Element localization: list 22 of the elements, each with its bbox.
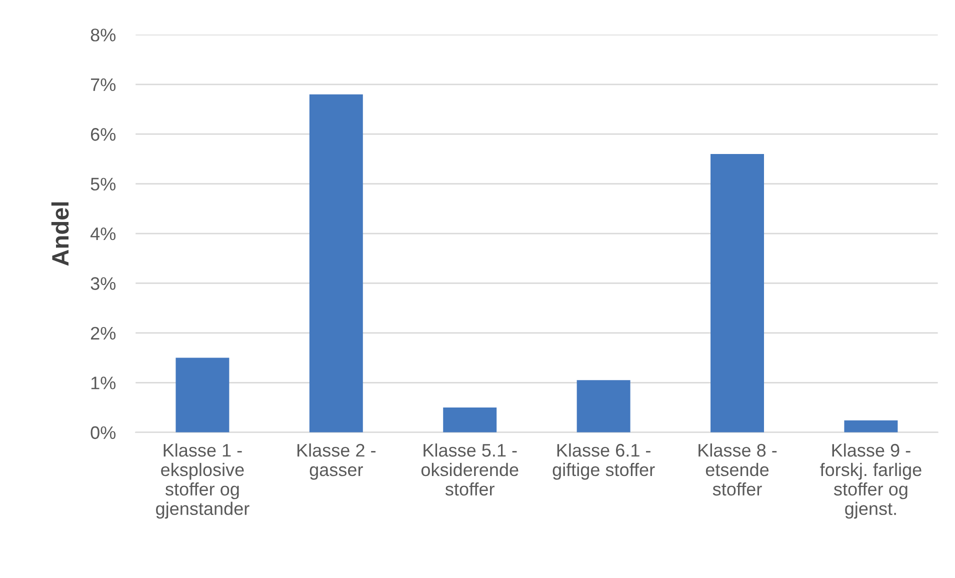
x-tick-label: Klasse 8 - etsende stoffer bbox=[698, 443, 777, 496]
bar bbox=[176, 358, 230, 432]
x-tick-label: Klasse 5.1 - oksiderende stoffer bbox=[421, 443, 518, 496]
y-tick-label: 3% bbox=[90, 277, 116, 290]
bar bbox=[710, 154, 764, 432]
y-tick-label: 8% bbox=[90, 28, 116, 42]
bar bbox=[844, 420, 898, 432]
y-tick-label: 5% bbox=[90, 178, 116, 191]
y-tick-label: 6% bbox=[90, 128, 116, 141]
y-tick-label: 1% bbox=[91, 376, 116, 390]
y-tick-label: 7% bbox=[90, 78, 116, 92]
y-tick-label: 0% bbox=[90, 426, 116, 440]
y-tick-label: 4% bbox=[90, 228, 116, 240]
x-tick-label: Klasse 1 - eksplosive stoffer og gjenstander bbox=[156, 443, 250, 519]
x-tick-label: Klasse 6.1 - giftige stoffer bbox=[552, 443, 655, 480]
bar bbox=[309, 94, 363, 432]
y-axis-title: Andel bbox=[51, 202, 69, 266]
x-tick-label: Klasse 2 - gasser bbox=[298, 443, 376, 480]
x-tick-label: Klasse 9 - forskj. farlige stoffer og gjenst. bbox=[820, 443, 922, 519]
bar bbox=[576, 380, 630, 432]
y-tick-label: 2% bbox=[90, 326, 116, 340]
bar bbox=[443, 407, 497, 432]
